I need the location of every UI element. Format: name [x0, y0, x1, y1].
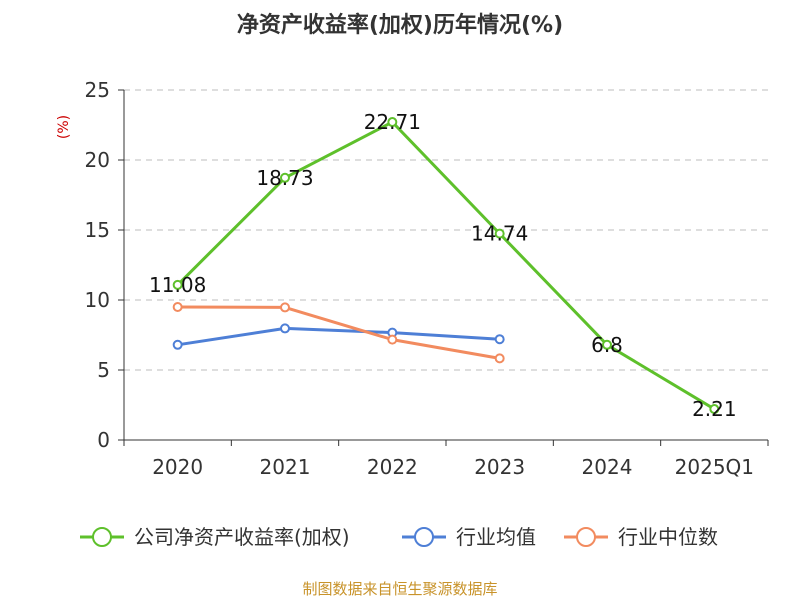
grid-lines — [124, 89, 768, 371]
data-point — [494, 334, 505, 345]
chart-title: 净资产收益率(加权)历年情况(%) — [237, 12, 563, 38]
data-point — [280, 323, 290, 334]
data-label: 14.74 — [471, 222, 528, 246]
data-point — [602, 339, 612, 350]
legend-label: 行业均值 — [456, 525, 536, 549]
y-tick-label: 20 — [85, 148, 110, 172]
series-line-2 — [177, 305, 500, 360]
data-labels: 11.08 18.73 22.71 14.74 6.8 2.21 — [149, 110, 737, 421]
data-point — [280, 172, 290, 183]
x-tick-label: 2025Q1 — [675, 455, 754, 479]
legend[interactable]: 公司净资产收益率(加权) 行业均值 行业中位数 — [80, 525, 718, 549]
y-tick-label: 15 — [85, 218, 110, 242]
x-tick-label: 2023 — [474, 455, 525, 479]
data-point — [494, 228, 505, 239]
axes: 0 5 10 15 20 25 2020 2021 2022 2023 2024 2025Q1 — [85, 78, 769, 479]
legend-marker — [576, 527, 596, 547]
data-label: 11.08 — [149, 273, 206, 297]
data-point — [172, 279, 183, 290]
x-tick-label: 2020 — [152, 455, 203, 479]
legend-item-0[interactable]: 公司净资产收益率(加权) — [80, 525, 350, 549]
legend-marker — [92, 527, 112, 547]
series-line-1 — [177, 326, 500, 347]
y-tick-label: 0 — [97, 428, 110, 452]
data-label: 6.8 — [591, 333, 623, 357]
series-layer — [172, 117, 720, 415]
data-point — [280, 302, 290, 313]
legend-marker — [414, 527, 434, 547]
source-footer: 制图数据来自恒生聚源数据库 — [302, 580, 497, 598]
data-point — [172, 339, 183, 350]
legend-label: 公司净资产收益率(加权) — [134, 525, 350, 549]
data-label: 22.71 — [364, 110, 421, 134]
data-point — [709, 404, 720, 415]
y-axis-unit: (%) — [56, 115, 72, 139]
x-tick-label: 2021 — [260, 455, 311, 479]
data-point — [494, 353, 505, 364]
x-tick-label: 2024 — [582, 455, 633, 479]
data-point — [172, 302, 183, 312]
series-line-0 — [176, 120, 716, 411]
data-label: 18.73 — [256, 166, 313, 190]
legend-item-2[interactable]: 行业中位数 — [564, 525, 718, 549]
data-point — [387, 117, 398, 128]
x-tick-label: 2022 — [367, 455, 418, 479]
y-tick-label: 5 — [97, 358, 110, 382]
data-label: 2.21 — [692, 397, 737, 421]
legend-label: 行业中位数 — [618, 525, 718, 549]
y-tick-label: 10 — [85, 288, 110, 312]
y-tick-label: 25 — [85, 78, 110, 102]
legend-item-1[interactable]: 行业均值 — [402, 525, 536, 549]
data-point — [387, 334, 398, 345]
